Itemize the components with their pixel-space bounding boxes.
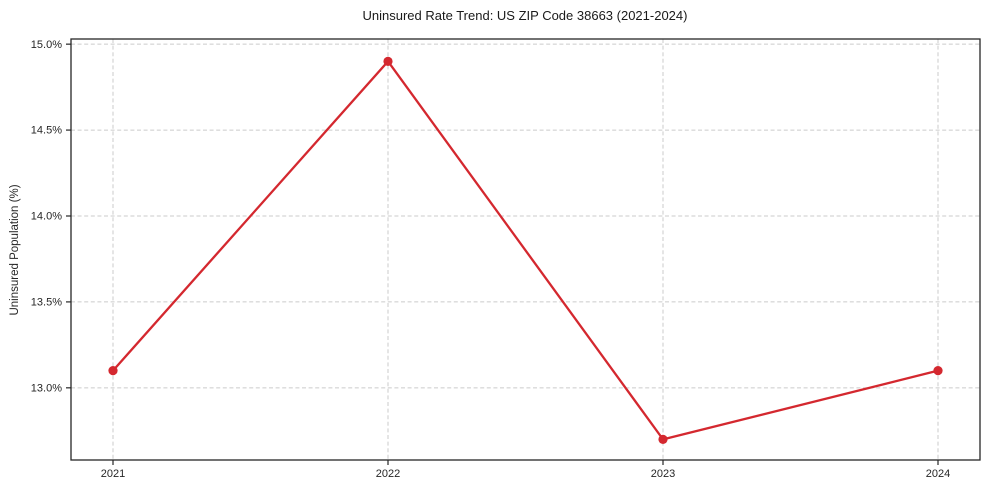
chart-title: Uninsured Rate Trend: US ZIP Code 38663 … — [363, 8, 688, 23]
data-point-marker — [658, 434, 668, 444]
x-tick-label: 2021 — [101, 468, 125, 480]
series-line — [111, 60, 940, 441]
y-tick-label: 14.0% — [31, 211, 62, 223]
data-point-marker — [108, 366, 118, 376]
y-axis-label: Uninsured Population (%) — [9, 184, 21, 315]
x-tick-label: 2023 — [651, 468, 675, 480]
plot-area: 13.0% 13.5% 14.0% 14.5% 15.0% 2021 2022 2023 202… — [31, 38, 981, 480]
y-tick-label: 13.5% — [31, 297, 62, 309]
y-tick-label: 13.0% — [31, 382, 62, 394]
data-point-marker — [383, 56, 393, 66]
x-tick-label: 2024 — [926, 468, 950, 480]
axes-frame — [70, 38, 981, 461]
y-tick-label: 14.5% — [31, 125, 62, 137]
data-point-marker — [933, 366, 943, 376]
x-tick-label: 2022 — [376, 468, 400, 480]
y-tick-label: 15.0% — [31, 39, 62, 51]
